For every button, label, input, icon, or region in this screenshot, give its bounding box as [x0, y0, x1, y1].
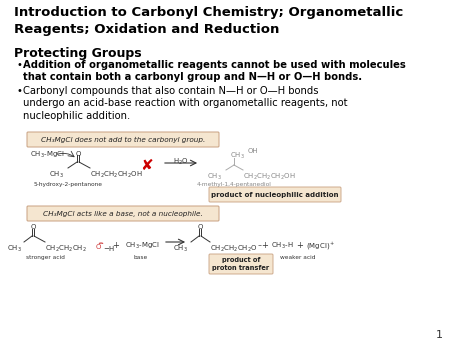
Text: CH$_3$: CH$_3$ — [7, 244, 22, 254]
Text: O: O — [96, 244, 101, 250]
Text: •: • — [16, 86, 22, 96]
Text: +: + — [112, 241, 119, 250]
Text: base: base — [133, 255, 147, 260]
FancyBboxPatch shape — [27, 206, 219, 221]
Text: CH$_3$: CH$_3$ — [49, 170, 64, 180]
Text: $-$H: $-$H — [103, 244, 115, 253]
Text: CH$_3$: CH$_3$ — [173, 244, 188, 254]
Text: CH$_3$-H: CH$_3$-H — [271, 241, 293, 251]
Text: CH$_2$CH$_2$CH$_2$: CH$_2$CH$_2$CH$_2$ — [45, 244, 87, 254]
Text: product of
proton transfer: product of proton transfer — [212, 257, 270, 271]
Text: O: O — [30, 224, 36, 230]
Text: stronger acid: stronger acid — [26, 255, 65, 260]
Text: CH$_3$-MgCl: CH$_3$-MgCl — [30, 150, 65, 160]
Text: O: O — [197, 224, 202, 230]
Text: (MgCl)$^+$: (MgCl)$^+$ — [306, 241, 335, 252]
Text: CH₃MgCl acts like a base, not a nucleophile.: CH₃MgCl acts like a base, not a nucleoph… — [43, 211, 203, 217]
Text: CH$_3$: CH$_3$ — [230, 151, 245, 161]
Text: weaker acid: weaker acid — [280, 255, 315, 260]
Text: Introduction to Carbonyl Chemistry; Organometallic
Reagents; Oxidation and Reduc: Introduction to Carbonyl Chemistry; Orga… — [14, 6, 403, 35]
Text: product of nucleophilic addition: product of nucleophilic addition — [211, 192, 339, 197]
FancyBboxPatch shape — [209, 254, 273, 274]
Text: CH₃MgCl does not add to the carbonyl group.: CH₃MgCl does not add to the carbonyl gro… — [41, 137, 205, 143]
Text: CH$_3$: CH$_3$ — [207, 172, 222, 182]
Text: ✘: ✘ — [140, 158, 153, 172]
FancyBboxPatch shape — [27, 132, 219, 147]
Text: CH$_2$CH$_2$CH$_2$OH: CH$_2$CH$_2$CH$_2$OH — [90, 170, 143, 180]
Text: CH$_2$CH$_2$CH$_2$OH: CH$_2$CH$_2$CH$_2$OH — [243, 172, 296, 182]
Text: CH$_3$-MgCl: CH$_3$-MgCl — [125, 241, 160, 251]
Text: 1: 1 — [436, 330, 443, 338]
FancyBboxPatch shape — [209, 187, 341, 202]
Text: +: + — [297, 241, 303, 250]
Text: Carbonyl compounds that also contain N—H or O—H bonds
undergo an acid-base react: Carbonyl compounds that also contain N—H… — [23, 86, 347, 121]
Text: H$_2$O: H$_2$O — [173, 157, 189, 167]
Text: O: O — [75, 151, 81, 157]
Text: OH: OH — [248, 148, 259, 154]
Text: Protecting Groups: Protecting Groups — [14, 47, 142, 60]
Text: Addition of organometallic reagents cannot be used with molecules
that contain b: Addition of organometallic reagents cann… — [23, 60, 406, 82]
Text: +: + — [261, 241, 269, 250]
Text: 4-methyl-1,4-pentanediol: 4-methyl-1,4-pentanediol — [197, 182, 271, 187]
Text: CH$_2$CH$_2$CH$_2$O$^-$: CH$_2$CH$_2$CH$_2$O$^-$ — [210, 244, 263, 254]
Text: •: • — [16, 60, 22, 70]
Text: 5-hydroxy-2-pentanone: 5-hydroxy-2-pentanone — [33, 182, 103, 187]
